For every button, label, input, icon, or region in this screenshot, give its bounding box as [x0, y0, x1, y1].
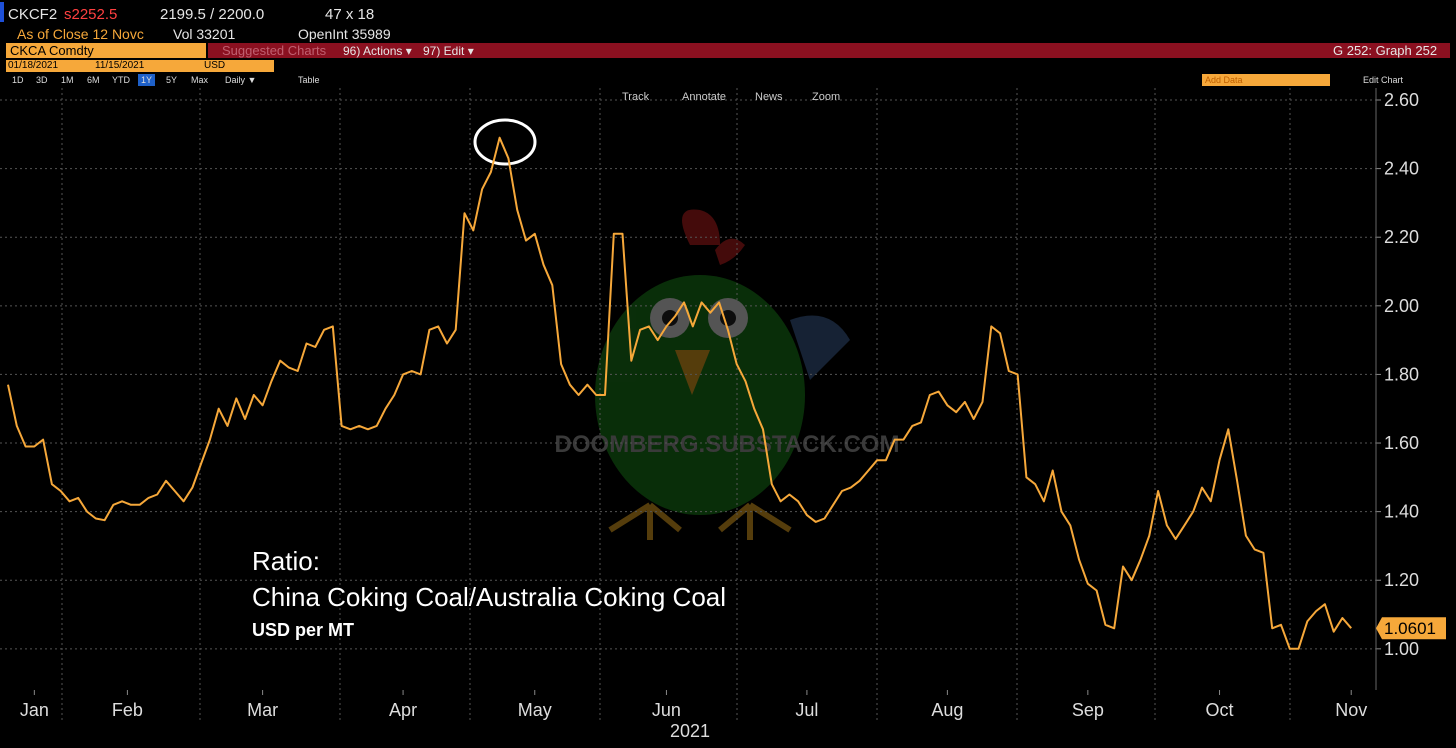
edit-menu[interactable]: 97) Edit ▾ — [423, 44, 474, 58]
x-tick-label: Jan — [20, 700, 49, 720]
y-tick-label: 2.20 — [1384, 227, 1419, 247]
toolbar-button[interactable]: News — [755, 91, 783, 103]
menu-bar — [208, 43, 1450, 58]
range-button[interactable]: 1Y — [138, 74, 156, 86]
range-button[interactable]: 1D — [12, 75, 24, 85]
security[interactable]: CKCA Comdty — [10, 43, 94, 58]
y-tick-label: 2.00 — [1384, 296, 1419, 316]
add-data-box — [1202, 74, 1330, 86]
edit-chart[interactable]: Edit Chart — [1363, 75, 1404, 85]
chart-subtitle: USD per MT — [252, 620, 354, 640]
y-tick-label: 2.60 — [1384, 90, 1419, 110]
x-tick-label: Jun — [652, 700, 681, 720]
x-tick-label: Feb — [112, 700, 143, 720]
start-date[interactable]: 01/18/2021 — [8, 60, 59, 71]
y-tick-label: 1.40 — [1384, 502, 1419, 522]
range-button[interactable]: Max — [191, 75, 209, 85]
toolbar-button[interactable]: Zoom — [812, 91, 841, 103]
x-tick-label: Apr — [389, 700, 417, 720]
mascot — [595, 209, 850, 540]
last-value-label: 1.0601 — [1384, 619, 1436, 638]
period[interactable]: Daily ▼ — [225, 75, 257, 85]
x-tick-label: Jul — [795, 700, 818, 720]
range-button[interactable]: 6M — [87, 75, 100, 85]
highlight-circle — [473, 118, 537, 166]
y-tick-label: 1.00 — [1384, 639, 1419, 659]
x-tick-label: Aug — [931, 700, 963, 720]
y-tick-label: 1.20 — [1384, 570, 1419, 590]
toolbar-button[interactable]: Annotate — [682, 91, 727, 103]
add-data[interactable]: Add Data — [1205, 75, 1243, 85]
last-price: s2252.5 — [64, 6, 118, 23]
y-tick-label: 1.60 — [1384, 433, 1419, 453]
x-tick-label: Mar — [247, 700, 278, 720]
x-tick-label: May — [518, 700, 552, 720]
range-button[interactable]: 5Y — [166, 75, 178, 85]
size: 47 x 18 — [325, 6, 375, 23]
actions-menu[interactable]: 96) Actions ▾ — [343, 44, 412, 58]
range-button[interactable]: 1M — [61, 75, 74, 85]
y-tick-label: 2.40 — [1384, 159, 1419, 179]
range-button[interactable]: YTD — [112, 75, 130, 85]
table-button[interactable]: Table — [298, 75, 320, 85]
range-button[interactable]: 3D — [36, 75, 48, 85]
currency[interactable]: USD — [204, 60, 226, 71]
x-tick-label: Sep — [1072, 700, 1104, 720]
last-value-box — [1376, 617, 1446, 640]
annotation-title: Ratio: — [252, 546, 320, 576]
y-tick-label: 1.80 — [1384, 364, 1419, 384]
ticker: CKCF2 — [8, 6, 58, 23]
series-line — [7, 136, 1352, 650]
toolbar-button[interactable]: Track — [622, 91, 650, 103]
end-date[interactable]: 11/15/2021 — [95, 60, 145, 71]
as-of: As of Close 12 Novc — [17, 26, 144, 42]
suggested-charts[interactable]: Suggested Charts — [222, 43, 327, 58]
graph-id: G 252: Graph 252 — [1333, 43, 1438, 58]
open-interest: OpenInt 35989 — [298, 26, 391, 42]
date-box — [6, 60, 274, 72]
ticker-marker — [0, 2, 4, 22]
x-tick-label: Oct — [1206, 700, 1234, 720]
volume: Vol 33201 — [173, 26, 236, 42]
watermark: DOOMBERG.SUBSTACK.COM — [555, 431, 900, 458]
x-tick-label: Nov — [1335, 700, 1367, 720]
chart-title: China Coking Coal/Australia Coking Coal — [252, 582, 726, 612]
x-axis-label: 2021 — [670, 721, 710, 741]
security-box — [6, 43, 206, 58]
bid-ask: 2199.5 / 2200.0 — [160, 6, 265, 23]
